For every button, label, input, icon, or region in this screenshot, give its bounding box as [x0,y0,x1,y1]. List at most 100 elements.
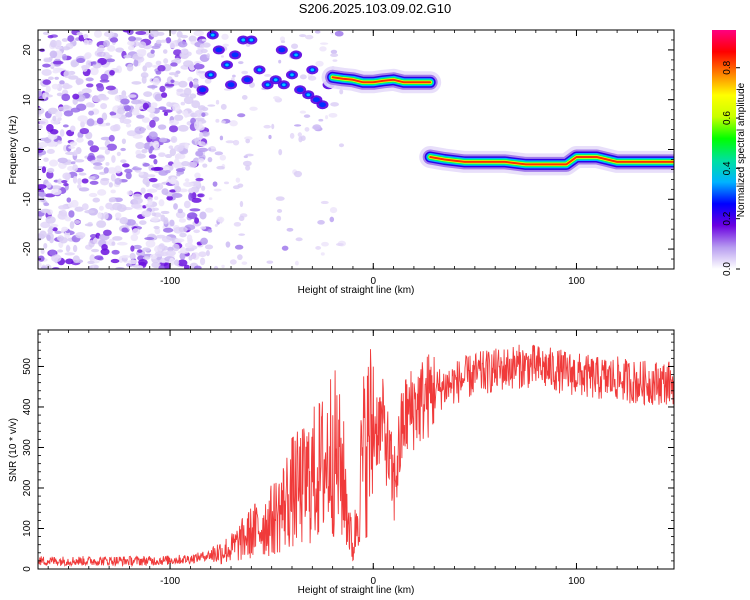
noise-speckle [276,215,282,222]
noise-speckle [43,202,50,207]
noise-speckle [49,249,57,256]
noise-speckle [273,95,281,100]
noise-speckle [207,104,216,107]
noise-speckle [103,167,109,174]
y-tick-label: -10 [22,192,33,207]
noise-speckle [83,34,89,39]
spectrogram-y-axis-label: Frequency (Hz) [8,116,19,185]
signal-blob-peak [210,33,215,37]
noise-speckle [43,58,53,63]
noise-speckle [181,160,190,167]
noise-speckle [180,246,186,254]
noise-speckle [177,208,183,214]
noise-speckle [201,185,206,191]
noise-speckle [214,224,218,227]
noise-speckle [237,113,246,118]
noise-speckle [225,241,231,248]
noise-speckle [158,199,165,207]
noise-speckle [178,218,187,223]
noise-speckle [168,145,174,150]
noise-speckle [40,221,51,229]
noise-speckle [142,102,149,110]
noise-speckle [55,45,63,50]
y-tick-label: 300 [22,439,33,456]
noise-speckle [72,255,80,264]
noise-speckle [149,112,155,118]
noise-speckle [126,130,137,137]
noise-speckle [197,193,205,198]
snr-marks [38,344,674,568]
noise-speckle [134,103,145,110]
noise-speckle [194,137,200,146]
noise-speckle [138,171,144,176]
signal-blob-peak [290,73,294,77]
noise-speckle [89,145,100,153]
noise-speckle [158,152,166,158]
noise-speckle [305,34,314,40]
noise-speckle [88,110,95,116]
noise-speckle [114,94,120,102]
noise-speckle [314,30,321,34]
noise-speckle [58,205,68,210]
noise-speckle [87,39,93,45]
noise-speckle [158,243,165,250]
noise-speckle [110,189,116,194]
noise-speckle [307,75,317,81]
noise-speckle [293,170,303,178]
noise-speckle [200,48,208,54]
noise-speckle [238,215,245,222]
noise-speckle [200,226,207,230]
noise-speckle [49,50,58,59]
noise-speckle [43,157,49,162]
y-tick-label: -20 [22,241,33,256]
noise-speckle [178,80,188,88]
noise-speckle [48,226,54,230]
noise-speckle [61,226,69,232]
noise-speckle [188,35,197,43]
noise-speckle [67,165,75,172]
x-tick-label: 0 [370,276,376,287]
noise-speckle [141,117,150,123]
noise-speckle [83,53,91,60]
noise-speckle [245,138,251,144]
noise-speckle [194,110,204,118]
noise-speckle [338,143,345,148]
noise-speckle [180,101,186,106]
noise-speckle [232,185,240,190]
noise-speckle [143,91,153,97]
noise-speckle [205,207,214,213]
noise-speckle [194,265,202,269]
noise-speckle [163,262,171,269]
noise-speckle [105,161,110,166]
noise-speckle [146,174,156,178]
noise-speckle [57,249,64,253]
noise-speckle [41,166,47,174]
noise-speckle [57,157,68,164]
noise-speckle [135,141,145,150]
noise-speckle [46,148,55,154]
signal-blob-core [243,77,251,83]
signal-blob-peak [306,93,311,97]
noise-speckle [125,111,133,118]
noise-speckle [100,136,111,141]
noise-speckle [96,117,104,125]
noise-speckle [103,31,115,38]
spectrogram-marks [38,30,674,269]
noise-speckle [319,46,327,52]
noise-speckle [134,126,145,134]
noise-speckle [193,121,200,129]
noise-speckle [176,173,181,177]
signal-blob-core [227,82,235,88]
noise-speckle [153,158,158,165]
noise-speckle [104,148,110,155]
noise-speckle [42,63,51,68]
snr-axes: -100 0 100 0 100 200 300 400 500 [22,330,674,587]
noise-speckle [107,89,119,95]
noise-speckle [191,197,202,203]
noise-speckle [151,212,157,217]
noise-speckle [93,30,103,38]
noise-speckle [78,34,85,42]
noise-speckle [152,140,160,149]
noise-speckle [119,95,128,100]
noise-speckle [175,70,181,74]
